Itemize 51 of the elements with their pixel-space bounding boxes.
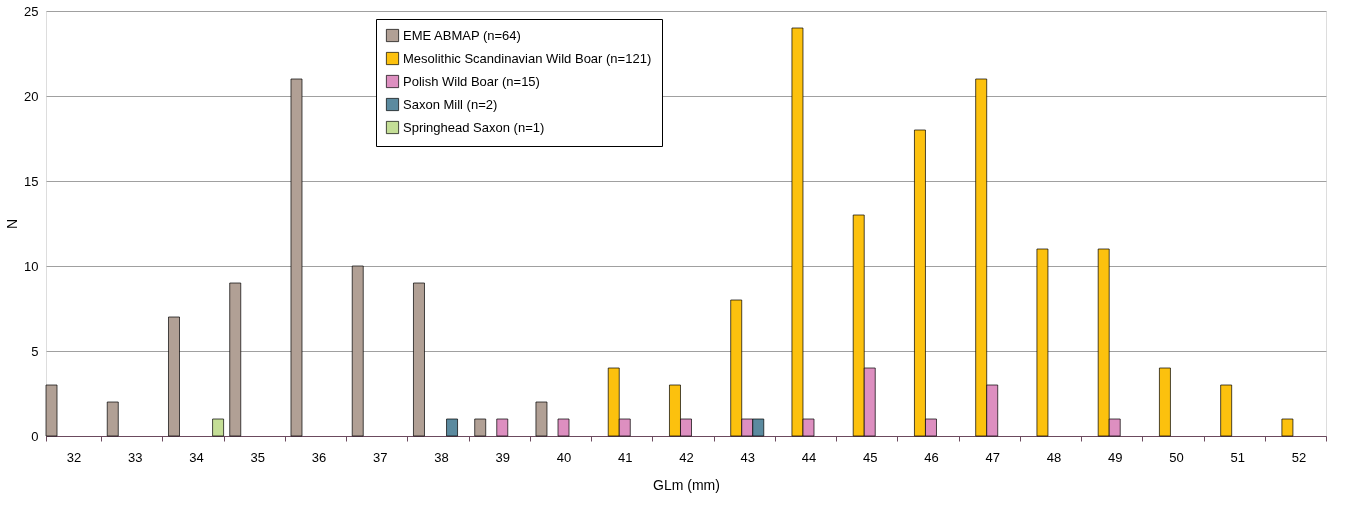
bar [45, 384, 58, 437]
legend-label: Springhead Saxon (n=1) [403, 119, 545, 135]
y-tick-label: 15 [24, 173, 39, 189]
x-tick-label: 40 [556, 449, 572, 465]
bar [1281, 418, 1294, 437]
y-tick-label: 25 [24, 3, 39, 19]
x-tick-label: 33 [128, 449, 143, 465]
legend-label: Saxon Mill (n=2) [403, 96, 498, 112]
bar [229, 282, 242, 437]
bar [1036, 248, 1049, 437]
bar [1220, 384, 1233, 437]
legend-label: Polish Wild Boar (n=15) [403, 73, 540, 89]
x-tick-label: 34 [189, 449, 204, 465]
x-tick-label: 47 [985, 449, 1000, 465]
x-tick-label: 32 [66, 449, 82, 465]
bar [557, 418, 570, 437]
x-tick-label: 44 [801, 449, 817, 465]
y-axis-title: N [4, 218, 21, 230]
bar [106, 401, 119, 437]
x-tick-label: 52 [1291, 449, 1307, 465]
bar [446, 418, 458, 437]
x-tick-label: 42 [679, 449, 694, 465]
bar [496, 418, 509, 437]
x-tick-label: 45 [863, 449, 878, 465]
x-axis-title: GLm (mm) [653, 476, 720, 493]
bar [535, 401, 548, 437]
x-tick-label: 37 [373, 449, 388, 465]
bar [212, 418, 224, 437]
legend-label: Mesolithic Scandinavian Wild Boar (n=121) [403, 50, 652, 66]
x-tick-label: 43 [740, 449, 755, 465]
legend-label: EME ABMAP (n=64) [403, 27, 521, 43]
y-tick-label: 0 [31, 428, 39, 444]
bar [474, 418, 487, 437]
x-tick-label: 51 [1230, 449, 1245, 465]
bar [413, 282, 425, 437]
x-tick-label: 46 [924, 449, 939, 465]
x-tick-label: 41 [618, 449, 633, 465]
bar [1159, 367, 1171, 437]
x-tick-label: 48 [1046, 449, 1062, 465]
bar [168, 316, 180, 437]
y-tick-label: 10 [24, 258, 39, 274]
x-tick-label: 50 [1169, 449, 1184, 465]
x-tick-label: 38 [434, 449, 449, 465]
y-tick-label: 20 [24, 88, 39, 104]
bar [290, 78, 303, 437]
bar [351, 265, 364, 437]
x-tick-label: 39 [495, 449, 510, 465]
y-tick-label: 5 [31, 343, 39, 359]
x-tick-label: 36 [311, 449, 327, 465]
x-tick-label: 35 [250, 449, 266, 465]
x-tick-label: 49 [1107, 449, 1123, 465]
